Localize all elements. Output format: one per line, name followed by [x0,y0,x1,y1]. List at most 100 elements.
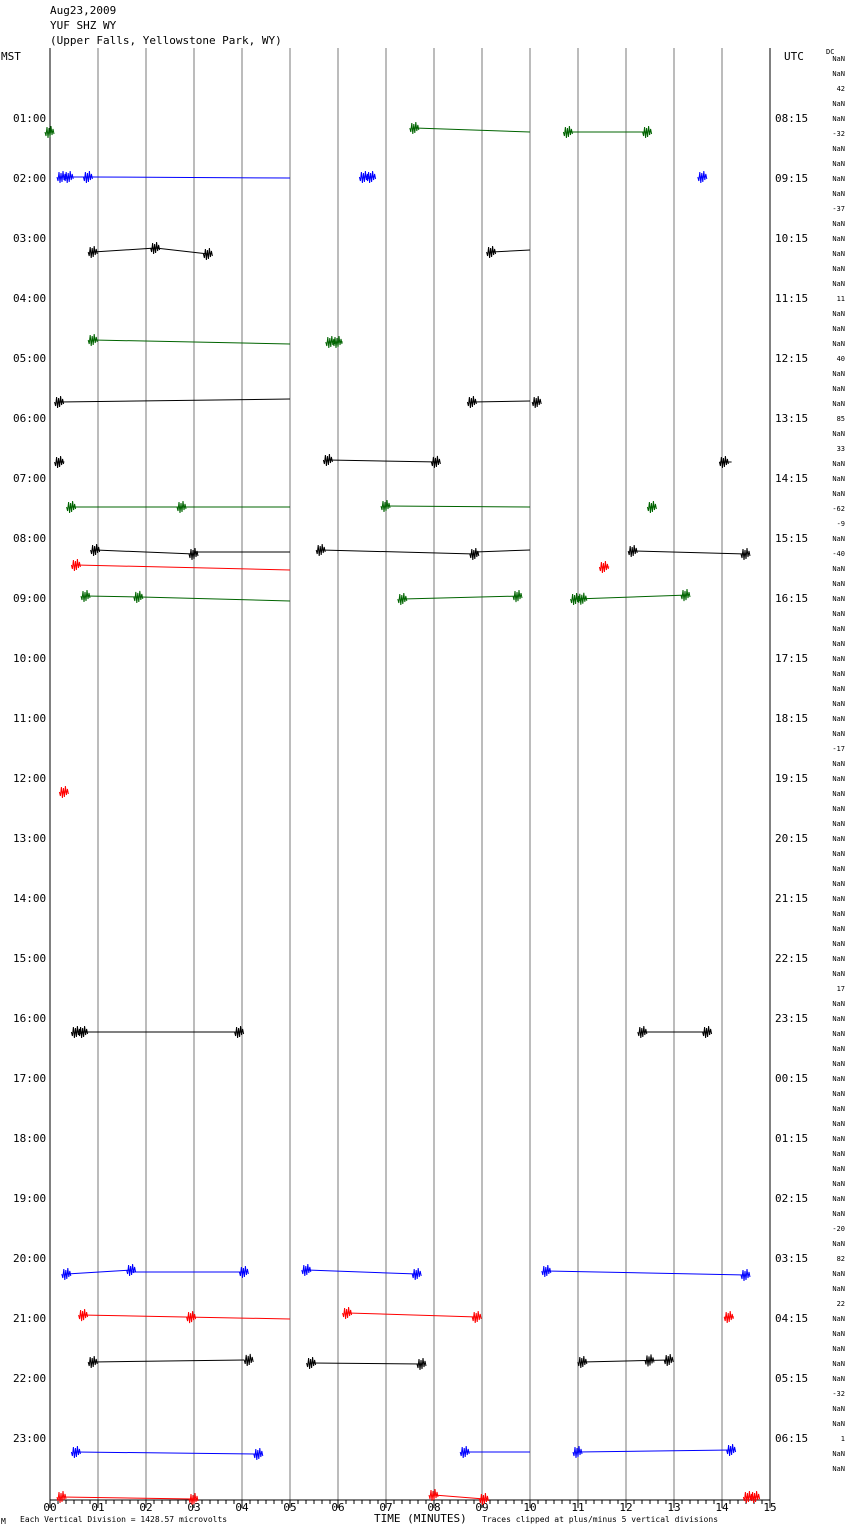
dc-value: NaN [832,865,845,873]
seismic-burst [572,1445,583,1459]
dc-value: NaN [832,760,845,768]
dc-value: NaN [832,805,845,813]
dc-value: NaN [832,1210,845,1218]
dc-value: NaN [832,1120,845,1128]
seismic-burst [238,1265,249,1279]
mst-hour-label: 18:00 [13,1132,46,1145]
dc-value: NaN [832,145,845,153]
dc-value: NaN [832,325,845,333]
seismic-burst [202,247,213,261]
seismic-burst [680,589,691,602]
dc-value: NaN [832,460,845,468]
dc-value: NaN [832,970,845,978]
seismic-burst [750,1490,761,1504]
trace-segment [472,400,531,403]
x-tick-label: 09 [475,1501,488,1514]
seismic-burst [697,170,708,184]
seismic-burst [44,125,55,139]
dc-value: NaN [832,100,845,108]
x-tick-label: 10 [523,1501,536,1514]
dc-value: NaN [832,940,845,948]
seismic-burst [253,1447,264,1461]
utc-hour-label: 18:15 [775,712,808,725]
dc-value: NaN [832,250,845,258]
dc-value: NaN [832,1315,845,1323]
dc-value: NaN [832,220,845,228]
seismic-burst [186,1311,197,1324]
mst-hour-label: 14:00 [13,892,46,905]
seismic-burst [126,1263,137,1277]
seismic-burst [150,241,161,255]
seismic-burst [644,1354,655,1367]
dc-value: -20 [832,1225,845,1233]
dc-value: NaN [832,70,845,78]
mst-hour-label: 04:00 [13,292,46,305]
x-tick-label: 08 [427,1501,440,1514]
dc-value: NaN [832,610,845,618]
dc-value: NaN [832,850,845,858]
seismic-burst [87,333,98,347]
x-tick-label: 04 [235,1501,249,1514]
dc-value: NaN [832,1000,845,1008]
dc-value: NaN [832,1450,845,1458]
seismic-burst [70,1445,81,1459]
mst-hour-label: 19:00 [13,1192,46,1205]
seismic-burst [58,785,69,799]
dc-value: NaN [832,1015,845,1023]
trace-segment [433,1494,485,1500]
seismic-burst [306,1356,317,1370]
dc-value: NaN [832,535,845,543]
seismic-burst [637,1025,648,1039]
seismic-burst [243,1353,254,1366]
mst-hour-label: 22:00 [13,1372,46,1385]
seismic-burst [531,395,542,409]
seismic-burst [78,1308,89,1322]
header-location: (Upper Falls, Yellowstone Park, WY) [50,34,282,47]
dc-value: NaN [832,385,845,393]
dc-value: NaN [832,490,845,498]
trace-segment [95,549,195,555]
dc-value: -40 [832,550,845,558]
dc-value: NaN [832,1195,845,1203]
utc-hour-label: 17:15 [775,652,808,665]
header-date: Aug23,2009 [50,4,117,17]
seismic-burst [70,558,81,572]
seismic-burst [78,1025,89,1039]
trace-segment [81,1314,291,1320]
mst-hour-label: 07:00 [13,472,46,485]
seismic-burst [428,1488,439,1502]
seismic-burst [409,121,420,135]
seismic-burst [56,1490,67,1504]
seismic-burst [740,1268,751,1282]
dc-value: NaN [832,685,845,693]
seismic-burst [366,170,377,184]
trace-segment [93,247,156,253]
footer-clip-note: Traces clipped at plus/minus 5 vertical … [482,1515,719,1524]
x-tick-label: 14 [715,1501,729,1514]
dc-value: NaN [832,1105,845,1113]
dc-value: 22 [837,1300,845,1308]
x-tick-label: 06 [331,1501,344,1514]
trace-segment [76,1451,259,1455]
mst-hour-label: 08:00 [13,532,46,545]
x-tick-label: 01 [91,1501,104,1514]
trace-segment [76,564,291,571]
trace-segment [90,176,291,179]
utc-hour-label: 15:15 [775,532,808,545]
mst-hour-label: 10:00 [13,652,46,665]
dc-value: NaN [832,580,845,588]
trace-segment [402,595,521,600]
seismic-burst [397,592,408,606]
dc-column-label: DC [826,48,835,56]
trace-segment [93,1359,245,1363]
dc-value: 33 [837,445,845,453]
utc-hour-label: 08:15 [775,112,808,125]
dc-value: NaN [832,190,845,198]
dc-value: NaN [832,670,845,678]
utc-hour-label: 23:15 [775,1012,808,1025]
dc-value: NaN [832,1180,845,1188]
seismic-burst [726,1443,737,1457]
seismic-burst [61,1267,72,1281]
dc-value: NaN [832,1330,845,1338]
